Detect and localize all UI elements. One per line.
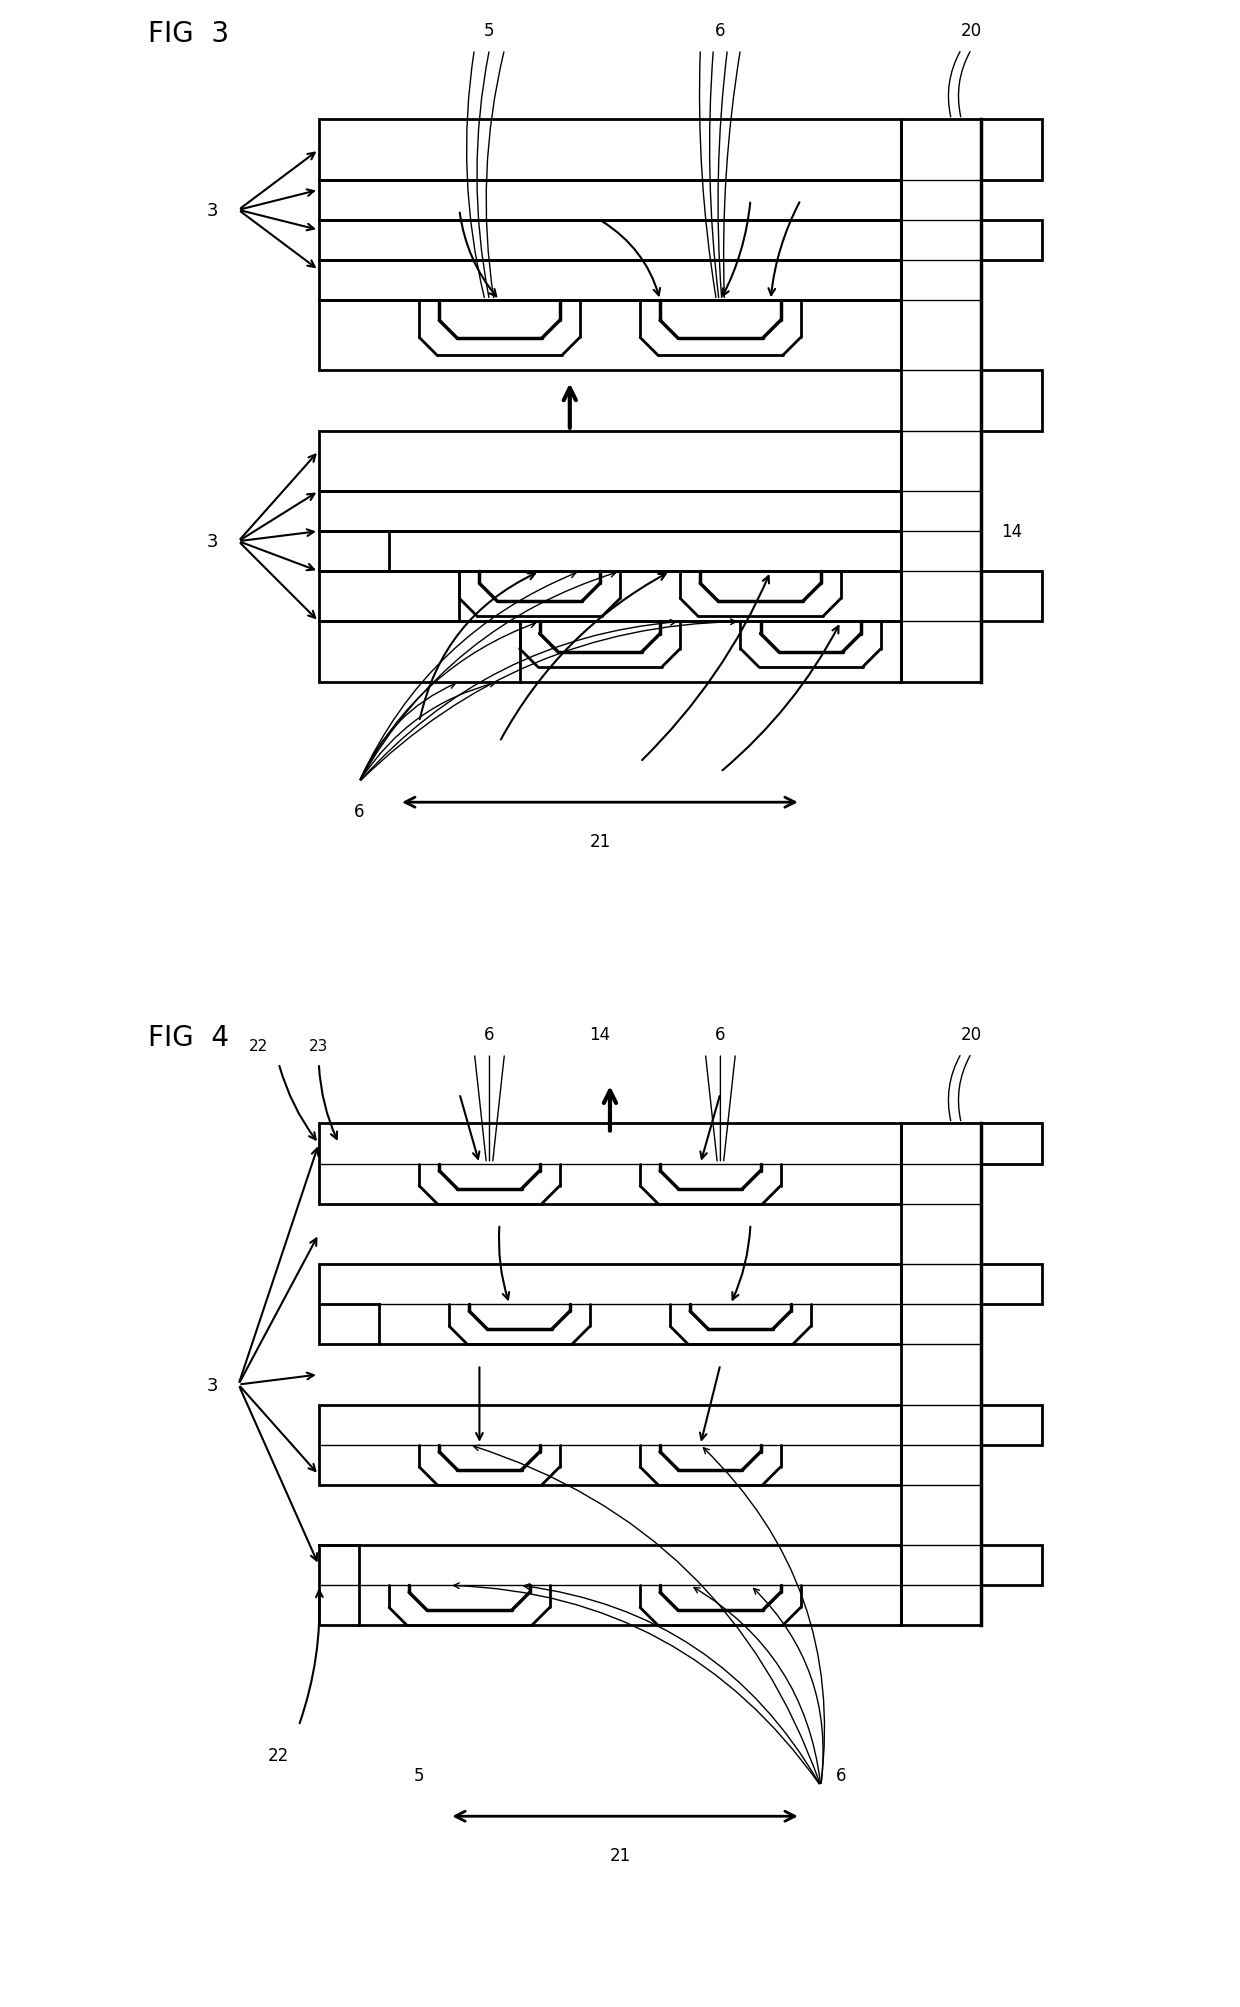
Text: 22: 22	[268, 1746, 289, 1764]
Bar	[319, 301, 901, 371]
Text: 14: 14	[1002, 524, 1023, 540]
Bar	[981, 1405, 1042, 1445]
Text: 21: 21	[589, 833, 610, 851]
Bar	[319, 492, 901, 532]
Text: 21: 21	[609, 1846, 631, 1865]
Text: FIG  4: FIG 4	[148, 1024, 229, 1052]
Text: 3: 3	[207, 203, 218, 219]
Text: 22: 22	[249, 1040, 268, 1054]
Bar	[901, 120, 981, 682]
Text: 6: 6	[715, 22, 725, 40]
Bar	[981, 1545, 1042, 1586]
Text: 20: 20	[961, 1026, 982, 1044]
Bar	[981, 120, 1042, 181]
Text: 20: 20	[961, 22, 982, 40]
Bar	[319, 1405, 901, 1485]
Bar	[981, 221, 1042, 261]
Bar	[319, 1264, 901, 1345]
Bar	[901, 1124, 981, 1626]
Text: 6: 6	[715, 1026, 725, 1044]
Text: 5: 5	[485, 22, 495, 40]
Bar	[319, 532, 901, 572]
Text: FIG  3: FIG 3	[148, 20, 229, 48]
Bar	[981, 371, 1042, 432]
Bar	[319, 572, 901, 622]
Text: 3: 3	[207, 534, 218, 550]
Bar	[319, 261, 901, 301]
Text: 6: 6	[836, 1766, 846, 1784]
Bar	[319, 1124, 901, 1204]
Bar	[319, 432, 901, 492]
Text: 23: 23	[309, 1040, 329, 1054]
Text: 3: 3	[207, 1377, 218, 1393]
Text: 14: 14	[589, 1026, 610, 1044]
Bar	[319, 221, 901, 261]
Text: 6: 6	[353, 803, 365, 821]
Bar	[319, 120, 901, 181]
Bar	[981, 572, 1042, 622]
Bar	[981, 1124, 1042, 1164]
Bar	[981, 1264, 1042, 1305]
Bar	[319, 622, 901, 682]
Text: 5: 5	[414, 1766, 424, 1784]
Text: 6: 6	[485, 1026, 495, 1044]
Bar	[319, 1545, 901, 1626]
Bar	[319, 181, 901, 221]
